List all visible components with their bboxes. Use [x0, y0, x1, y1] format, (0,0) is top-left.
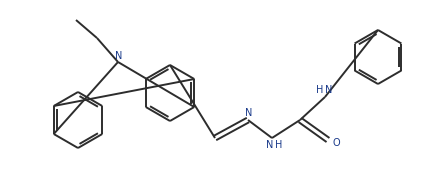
Text: H: H — [316, 85, 323, 95]
Text: N: N — [245, 108, 252, 118]
Text: N: N — [115, 51, 122, 61]
Text: H: H — [275, 140, 282, 150]
Text: O: O — [332, 138, 339, 148]
Text: N: N — [266, 140, 273, 150]
Text: N: N — [325, 85, 332, 95]
